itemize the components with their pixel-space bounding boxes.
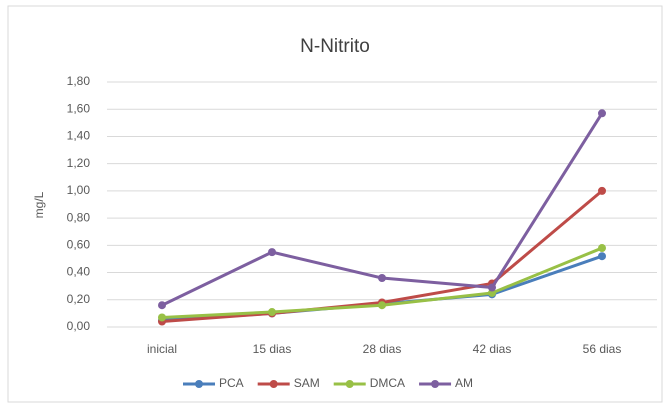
- data-point: [378, 301, 386, 310]
- legend-label: PCA: [219, 376, 244, 390]
- legend-marker: [269, 380, 278, 388]
- x-tick-label: 28 dias: [363, 342, 402, 356]
- legend-label: DMCA: [370, 376, 405, 390]
- y-tick-label: 1,80: [67, 74, 91, 88]
- y-tick-label: 1,40: [67, 129, 91, 143]
- data-point: [158, 313, 166, 322]
- chart-frame: [7, 5, 663, 403]
- y-tick-label: 0,20: [67, 292, 91, 306]
- x-tick-label: 42 dias: [473, 342, 512, 356]
- x-tick-label: 15 dias: [253, 342, 292, 356]
- y-tick-label: 0,60: [67, 238, 91, 252]
- data-point: [488, 283, 496, 292]
- data-point: [378, 274, 386, 282]
- data-point: [598, 109, 606, 118]
- x-tick-label: inicial: [147, 342, 177, 356]
- data-point: [158, 301, 166, 310]
- legend-label: SAM: [294, 376, 320, 390]
- legend-marker: [431, 380, 440, 388]
- y-tick-label: 0,40: [67, 265, 91, 279]
- data-point: [598, 186, 606, 195]
- data-point: [598, 252, 606, 261]
- y-tick-label: 1,20: [67, 156, 91, 170]
- x-tick-label: 56 dias: [583, 342, 622, 356]
- y-axis-label: mg/L: [32, 191, 46, 218]
- legend-marker: [195, 380, 203, 388]
- data-point: [268, 308, 276, 317]
- data-point: [598, 244, 606, 253]
- data-point: [268, 248, 276, 257]
- y-tick-label: 1,00: [67, 183, 91, 197]
- legend-label: AM: [455, 376, 473, 390]
- y-tick-label: 0,80: [67, 210, 91, 224]
- y-tick-label: 0,00: [67, 319, 91, 333]
- y-tick-label: 1,60: [67, 101, 91, 115]
- legend-marker: [345, 380, 354, 388]
- chart-title: N-Nitrito: [300, 36, 370, 57]
